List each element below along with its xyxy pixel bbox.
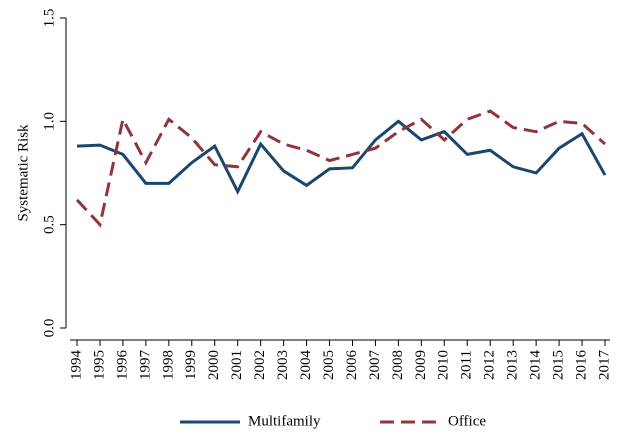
y-tick-label: 0.5 [41, 215, 57, 234]
series-line [76, 119, 607, 195]
x-tick-label: 2011 [459, 350, 475, 379]
x-tick-label: 2002 [252, 350, 268, 380]
x-tick-label: 2008 [390, 350, 406, 380]
x-tick-label: 2009 [413, 350, 429, 380]
x-tick-label: 2003 [275, 350, 291, 380]
x-tick-label: 2013 [505, 350, 521, 380]
x-tick-label: 2001 [229, 350, 245, 380]
x-tick-label: 2010 [436, 350, 452, 380]
x-tick-label: 2012 [482, 350, 498, 380]
x-tick-label: 2005 [321, 350, 337, 380]
x-tick-label: 1994 [68, 350, 84, 381]
x-tick-label: 2000 [206, 350, 222, 380]
x-tick-label: 1998 [160, 350, 176, 380]
x-tick-label: 1995 [91, 350, 107, 380]
y-axis-label: Systematic Risk [15, 124, 31, 222]
x-tick-label: 2006 [344, 350, 360, 381]
x-tick-label: 2017 [596, 350, 612, 381]
x-tick-label: 1999 [183, 350, 199, 380]
legend-label: Multifamily [248, 413, 321, 429]
x-tick-label: 2014 [528, 350, 544, 381]
x-tick-label: 2004 [298, 350, 314, 381]
y-tick-label: 1.0 [41, 112, 57, 131]
x-tick-label: 2007 [367, 350, 383, 381]
x-tick-label: 1997 [137, 350, 153, 381]
x-tick-label: 1996 [114, 350, 130, 381]
series-line [75, 109, 607, 228]
x-tick-label: 2016 [573, 350, 589, 381]
y-tick-label: 1.5 [41, 9, 57, 28]
y-tick-label: 0.0 [41, 319, 57, 338]
x-tick-label: 2015 [551, 350, 567, 380]
legend-label: Office [448, 413, 486, 429]
